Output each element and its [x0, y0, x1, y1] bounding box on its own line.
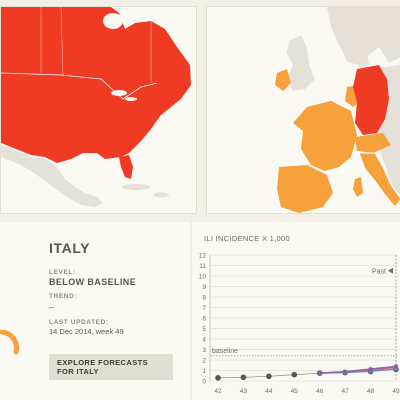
cuba-island [122, 184, 150, 190]
chart-series [215, 364, 399, 381]
explore-forecasts-button[interactable]: EXPLORE FORECASTS FOR ITALY [49, 354, 173, 380]
iberia-region[interactable] [277, 165, 333, 213]
data-point[interactable] [342, 369, 348, 374]
hudson-bay [103, 13, 123, 29]
last-updated-value: 14 Dec 2014, week 49 [49, 327, 124, 336]
france-region[interactable] [293, 101, 357, 171]
baseline-label: baseline [212, 348, 238, 355]
x-tick-label: 47 [342, 388, 350, 395]
chart-title: ILI INCIDENCE X 1,000 [204, 234, 290, 243]
y-tick-label: 10 [199, 273, 207, 280]
country-name: ITALY [49, 240, 91, 256]
great-lakes [125, 97, 137, 101]
scandinavia-region[interactable] [327, 7, 400, 65]
north-america-map[interactable] [0, 6, 197, 214]
data-point[interactable] [240, 374, 247, 381]
alpine-region[interactable] [355, 133, 391, 153]
trend-label: TREND: [49, 293, 78, 300]
chart-x-axis: 42 43 44 45 46 47 48 49 [214, 388, 400, 395]
level-gauge-arc [0, 330, 19, 355]
y-tick-label: 2 [202, 357, 206, 364]
y-tick-label: 11 [199, 263, 206, 270]
ireland-region[interactable] [275, 69, 291, 91]
level-value: BELOW BASELINE [49, 277, 137, 287]
level-gauge [0, 330, 19, 355]
us-canada-border [1, 72, 158, 100]
y-tick-label: 9 [202, 284, 206, 291]
past-arrow-icon [388, 267, 393, 274]
x-tick-label: 45 [291, 388, 299, 395]
hispaniola-island [153, 192, 169, 198]
y-tick-label: 0 [202, 378, 206, 385]
y-tick-label: 1 [202, 368, 206, 375]
series-line [319, 365, 397, 374]
country-info-panel: ITALY LEVEL: BELOW BASELINE TREND: – LAS… [0, 222, 190, 400]
uk-region[interactable] [287, 35, 315, 91]
y-tick-label: 7 [202, 305, 206, 312]
denmark-region[interactable] [357, 53, 369, 67]
europe-map[interactable] [206, 6, 400, 214]
x-tick-label: 42 [214, 388, 222, 395]
data-point[interactable] [317, 370, 322, 376]
canada-province-border [40, 7, 152, 83]
x-tick-label: 48 [367, 388, 375, 395]
y-tick-label: 6 [202, 315, 206, 322]
x-tick-label: 46 [316, 388, 324, 395]
last-updated-label: LAST UPDATED: [49, 319, 109, 326]
north-america-highlight-region[interactable] [1, 7, 191, 163]
great-lakes [111, 90, 127, 96]
level-label: LEVEL: [49, 269, 76, 276]
explore-forecasts-line1: EXPLORE FORECASTS [57, 358, 148, 367]
florida-region[interactable] [119, 155, 133, 179]
y-tick-label: 12 [199, 252, 207, 259]
data-point[interactable] [266, 373, 272, 380]
x-tick-label: 44 [265, 388, 273, 395]
x-tick-label: 49 [392, 388, 400, 395]
y-tick-label: 3 [202, 347, 206, 354]
italy-region[interactable] [358, 152, 400, 208]
data-point[interactable] [291, 371, 298, 378]
x-tick-label: 43 [240, 388, 248, 395]
ili-incidence-chart-panel: ILI INCIDENCE X 1,000 0 1 2 3 4 5 6 7 8 9 10 11 12 4… [192, 222, 400, 400]
explore-forecasts-line2: FOR ITALY [57, 367, 99, 376]
data-point[interactable] [368, 366, 373, 372]
data-point[interactable] [215, 375, 221, 381]
past-label[interactable]: Past [372, 268, 386, 275]
y-tick-label: 8 [202, 294, 206, 301]
trend-value: – [49, 302, 55, 312]
data-point[interactable] [393, 364, 399, 369]
mexico-region[interactable] [1, 145, 103, 207]
germany-region[interactable] [353, 65, 389, 135]
chart-grid [209, 254, 398, 382]
y-tick-label: 5 [202, 326, 206, 333]
y-tick-label: 4 [202, 336, 206, 343]
sardinia-island[interactable] [353, 177, 363, 197]
